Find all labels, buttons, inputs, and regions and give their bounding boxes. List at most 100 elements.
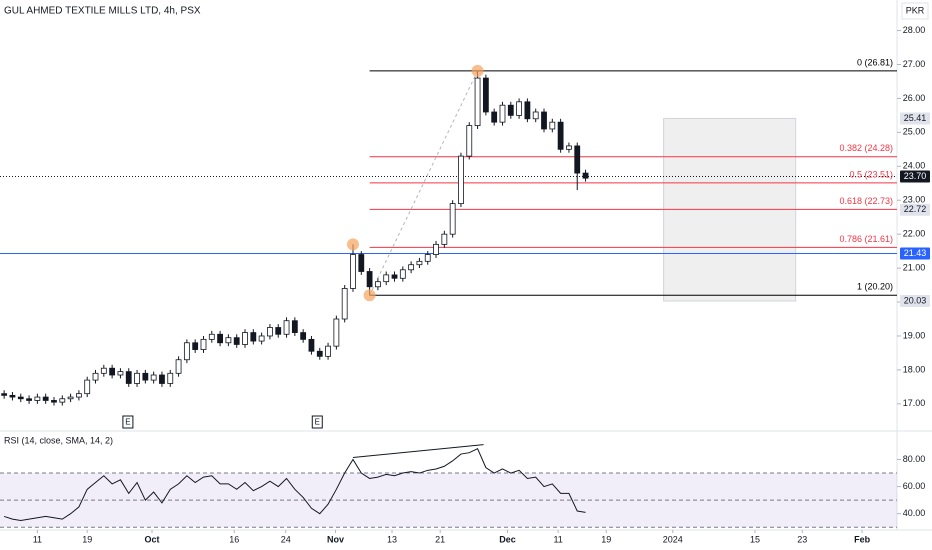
rsi-label: RSI (14, close, SMA, 14, 2) <box>4 435 113 445</box>
price-label-box <box>900 170 930 183</box>
pivot <box>346 238 359 251</box>
chart-title: GUL AHMED TEXTILE MILLS LTD, 4h, PSX <box>4 6 201 17</box>
x-tick-label: 15 <box>750 534 760 544</box>
y-tick-label: 26.00 <box>903 93 926 103</box>
candle-body <box>84 379 91 395</box>
x-tick-label: 11 <box>553 534 562 544</box>
candle-body <box>250 332 257 342</box>
price-label-box <box>900 247 930 260</box>
candle-body <box>192 342 199 350</box>
candle-body <box>142 372 149 381</box>
rsi-tick-label: 40.00 <box>903 508 926 518</box>
candle-body <box>167 372 174 384</box>
x-tick-label: 21 <box>435 534 445 544</box>
candle-body <box>42 396 49 401</box>
candle-body <box>399 269 406 279</box>
y-tick-label: 19.00 <box>903 330 926 340</box>
candle-body <box>175 359 182 374</box>
candle-body <box>474 77 481 126</box>
candle-body <box>350 254 356 289</box>
rsi-tick-label: 80.00 <box>903 454 926 464</box>
candle-body <box>441 233 448 245</box>
candle-body <box>150 374 157 381</box>
price-label-box <box>900 295 930 308</box>
candle-body <box>424 254 431 262</box>
price-label-box <box>900 203 930 216</box>
candle-body <box>26 398 32 401</box>
price-label: 20.03 <box>904 295 927 305</box>
candle-body <box>391 274 398 279</box>
candle-body <box>375 281 381 288</box>
candle-body <box>267 327 273 337</box>
x-tick-label: 19 <box>82 534 92 544</box>
y-tick-label: 25.00 <box>903 127 926 137</box>
candle-body <box>59 398 66 403</box>
fib-label: 0.618 (22.73) <box>839 196 893 206</box>
candle-body <box>316 350 323 357</box>
candle-body <box>283 320 290 335</box>
candle-body <box>159 374 165 384</box>
rsi-tick-label: 60.00 <box>903 481 926 491</box>
candle-body <box>433 243 439 255</box>
candle-body <box>225 337 232 344</box>
candle-body <box>416 260 423 266</box>
x-tick-label: Nov <box>327 534 344 544</box>
candle-body <box>67 396 74 400</box>
rsi-line <box>3 447 586 522</box>
candle-body <box>17 396 24 400</box>
candle-body <box>125 371 132 384</box>
candle-body <box>466 125 473 157</box>
candle-body <box>275 327 282 335</box>
y-tick-label: 23.00 <box>903 195 926 205</box>
candle-body <box>557 121 564 150</box>
candle-body <box>582 172 589 179</box>
y-tick-label: 17.00 <box>903 398 926 408</box>
event-label: E <box>315 418 320 427</box>
candle-body <box>92 372 99 381</box>
x-tick-label: Feb <box>854 534 871 544</box>
candle-body <box>183 342 190 361</box>
candle-body <box>566 145 572 150</box>
candle-body <box>333 318 340 347</box>
x-tick-label: Oct <box>144 534 159 544</box>
y-tick-label: 24.00 <box>903 161 926 171</box>
x-tick-label: 2024 <box>663 534 683 544</box>
candle-body <box>300 332 307 340</box>
currency-box <box>901 2 929 20</box>
divergence-line <box>352 444 484 458</box>
x-tick-label: 23 <box>797 534 807 544</box>
price-label: 22.72 <box>904 204 927 214</box>
currency: PKR <box>906 5 925 15</box>
candle-body <box>408 264 415 271</box>
x-tick-label: 13 <box>387 534 397 544</box>
candle-body <box>200 338 207 350</box>
candle-body <box>499 104 506 123</box>
candle-body <box>341 288 348 320</box>
price-label-box <box>900 112 930 125</box>
candle-body <box>76 393 82 398</box>
y-tick-label: 27.00 <box>903 59 926 69</box>
candle-body <box>524 101 531 120</box>
fib-label: 1 (20.20) <box>857 282 893 292</box>
candle-body <box>258 335 265 342</box>
candle-body <box>458 155 464 205</box>
candle-body <box>9 394 16 398</box>
candle-body <box>109 367 116 376</box>
candle-body <box>117 371 124 376</box>
x-tick-label: 11 <box>33 534 42 544</box>
y-tick-label: 18.00 <box>903 364 926 374</box>
candle-body <box>574 145 581 174</box>
candle-body <box>549 121 556 130</box>
fib-label: 0.786 (21.61) <box>839 234 893 244</box>
price-label: 25.41 <box>904 113 927 123</box>
candle-body <box>383 274 390 283</box>
candle-body <box>541 111 547 130</box>
candle-body <box>507 104 514 116</box>
candle-body <box>291 320 298 333</box>
candle-body <box>532 111 539 120</box>
candle-body <box>516 101 522 116</box>
candle-body <box>308 338 315 352</box>
candle-body <box>51 400 57 403</box>
candle-body <box>100 367 107 374</box>
candle-body <box>134 372 140 384</box>
